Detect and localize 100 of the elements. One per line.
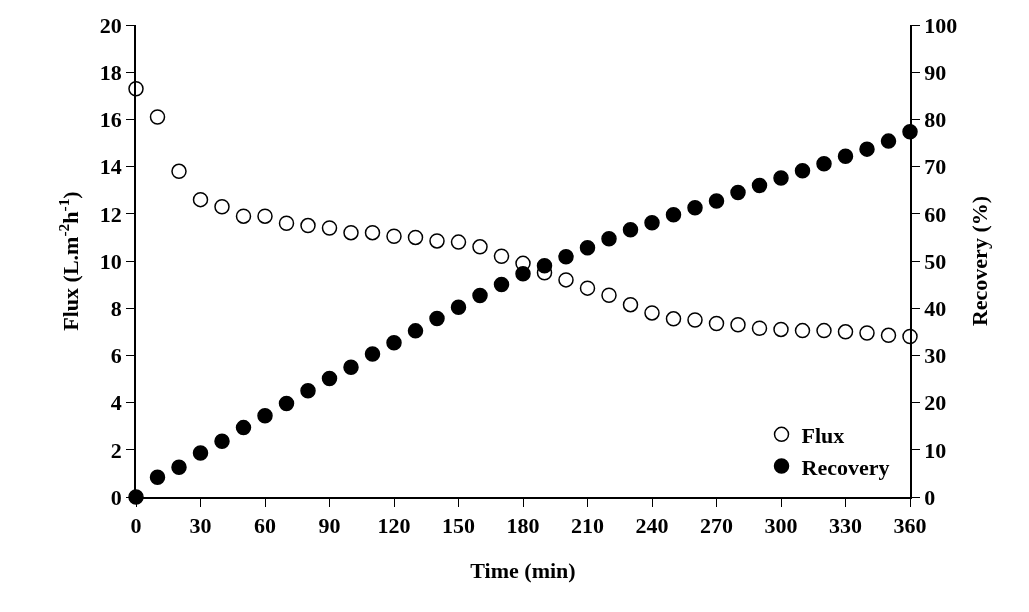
- y2-tick-label: 50: [924, 248, 947, 274]
- point: [880, 133, 897, 149]
- point: [579, 240, 596, 256]
- point: [794, 322, 811, 339]
- y2-tick-label: 0: [924, 484, 936, 510]
- point: [773, 321, 789, 338]
- point: [601, 231, 617, 247]
- x-tick-label: 120: [377, 513, 411, 539]
- y-tick-label: 4: [110, 390, 122, 416]
- point: [730, 184, 746, 201]
- point: [708, 193, 725, 209]
- y-tick-label: 18: [99, 59, 122, 85]
- x-tick-label: 330: [829, 513, 862, 539]
- x-tick-label: 90: [318, 513, 341, 539]
- y-tick-label: 12: [99, 201, 122, 227]
- x-tick-label: 240: [635, 513, 669, 539]
- point: [708, 315, 725, 332]
- point: [171, 459, 187, 475]
- point: [192, 445, 209, 461]
- point: [773, 170, 789, 186]
- point: [235, 419, 252, 436]
- y2-tick-label: 80: [924, 107, 947, 133]
- point: [751, 320, 768, 336]
- point: [407, 229, 424, 246]
- x-tick-label: 180: [506, 513, 540, 539]
- y-tick-label: 8: [110, 295, 122, 321]
- point: [149, 469, 166, 485]
- point: [493, 276, 510, 293]
- point: [300, 383, 316, 399]
- point: [687, 312, 703, 328]
- x-tick-label: 210: [571, 513, 604, 539]
- point: [859, 325, 875, 341]
- point: [450, 234, 467, 250]
- point: [386, 228, 402, 244]
- point: [450, 299, 467, 315]
- y2-tick-label: 90: [924, 59, 947, 85]
- y2-tick-label: 20: [924, 390, 947, 416]
- point: [214, 198, 230, 215]
- point: [278, 215, 295, 231]
- point: [257, 408, 273, 424]
- point: [730, 316, 746, 333]
- point: [235, 208, 252, 224]
- point: [644, 215, 660, 231]
- x-tick-label: 360: [893, 513, 927, 539]
- point: [644, 305, 660, 321]
- y-tick-label: 16: [99, 107, 122, 133]
- point: [343, 359, 359, 375]
- point: [515, 265, 531, 282]
- point: [665, 311, 682, 327]
- x-tick-label: 150: [442, 513, 475, 539]
- y2-tick-label: 60: [924, 201, 947, 227]
- point: [601, 287, 617, 303]
- x-tick-label: 30: [189, 513, 212, 539]
- y2-tick-label: 40: [924, 295, 947, 321]
- point: [386, 334, 402, 351]
- y-tick-label: 14: [99, 154, 122, 180]
- point: [558, 249, 574, 265]
- point: [300, 217, 316, 234]
- x-tick-label: 270: [700, 513, 733, 539]
- point: [321, 220, 338, 236]
- point: [622, 296, 639, 313]
- point: [816, 156, 832, 172]
- point: [558, 272, 574, 288]
- x-tick-label: 300: [764, 513, 798, 539]
- point: [214, 433, 230, 450]
- point: [794, 163, 811, 179]
- y-tick-label: 0: [110, 484, 122, 510]
- point: [536, 257, 553, 274]
- y2-tick-label: 100: [924, 12, 958, 38]
- point: [343, 224, 359, 241]
- x-tick-label: 0: [130, 513, 142, 539]
- point: [364, 346, 381, 362]
- point: [665, 206, 682, 223]
- point: [429, 310, 445, 327]
- point: [837, 324, 854, 340]
- point: [622, 222, 639, 238]
- point: [257, 208, 273, 224]
- y-tick-label: 6: [110, 343, 122, 369]
- point: [149, 109, 166, 125]
- legend-label: Flux: [801, 422, 845, 448]
- x-tick-label: 60: [254, 513, 276, 539]
- point: [278, 395, 295, 412]
- x-axis-title: Time (min): [470, 557, 576, 583]
- point: [751, 177, 768, 194]
- point: [493, 248, 510, 265]
- y-tick-label: 20: [99, 12, 122, 38]
- y2-tick-label: 10: [924, 437, 947, 463]
- point: [816, 322, 832, 339]
- y-tick-label: 10: [99, 248, 122, 274]
- y2-tick-label: 70: [924, 154, 947, 180]
- point: [171, 163, 187, 180]
- point: [364, 224, 381, 241]
- y2-tick-label: 30: [924, 343, 947, 369]
- point: [472, 239, 488, 255]
- point: [321, 370, 338, 387]
- point: [429, 233, 445, 249]
- legend-label: Recovery: [801, 454, 890, 480]
- point: [407, 323, 424, 339]
- y2-axis-title: Recovery (%): [966, 195, 992, 327]
- point: [880, 327, 897, 344]
